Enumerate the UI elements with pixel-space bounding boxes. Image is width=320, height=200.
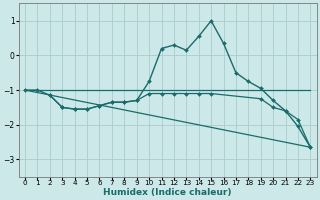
X-axis label: Humidex (Indice chaleur): Humidex (Indice chaleur) xyxy=(103,188,232,197)
